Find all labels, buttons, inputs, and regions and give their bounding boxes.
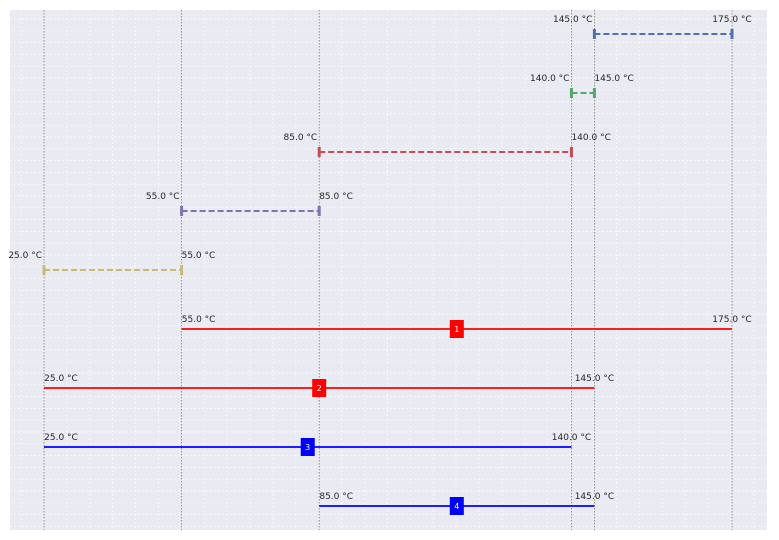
- solid-interval: 85.0 °C 145.0 °C 4: [319, 492, 614, 515]
- interval-endpoint-label: 175.0 °C: [712, 15, 751, 25]
- interval-endpoint-label: 25.0 °C: [44, 433, 78, 443]
- interval-endpoint-label: 140.0 °C: [552, 433, 591, 443]
- interval-id-label: 4: [454, 502, 459, 511]
- interval-endpoint-label: 175.0 °C: [712, 315, 751, 325]
- interval-id-label: 3: [305, 443, 310, 452]
- interval-endpoint-label: 145.0 °C: [553, 15, 592, 25]
- interval-start-cap: [317, 147, 321, 157]
- dashed-interval: 145.0 °C 175.0 °C: [553, 15, 752, 39]
- interval-id-badge: [300, 438, 315, 456]
- interval-id-badge: [449, 320, 464, 338]
- interval-endpoint-label: 140.0 °C: [530, 74, 569, 84]
- solid-intervals: 55.0 °C 175.0 °C 1 25.0 °C 145.0 °C 2 25.0 °C 1…: [44, 315, 752, 515]
- interval-endpoint-label: 145.0 °C: [575, 492, 614, 502]
- interval-start-cap: [569, 88, 573, 98]
- plot-background: [10, 10, 767, 530]
- interval-id-badge: [312, 379, 327, 397]
- interval-start-cap: [592, 29, 596, 39]
- dashed-interval: 25.0 °C 55.0 °C: [8, 251, 215, 275]
- interval-endpoint-label: 145.0 °C: [575, 374, 614, 384]
- interval-endpoint-label: 55.0 °C: [146, 192, 180, 202]
- solid-interval: 25.0 °C 145.0 °C 2: [44, 374, 614, 397]
- interval-start-cap: [42, 265, 46, 275]
- interval-end-cap: [730, 29, 734, 39]
- solid-interval: 55.0 °C 175.0 °C 1: [181, 315, 752, 338]
- interval-end-cap: [569, 147, 573, 157]
- interval-endpoint-label: 140.0 °C: [571, 133, 610, 143]
- interval-endpoint-label: 85.0 °C: [319, 492, 353, 502]
- dashed-intervals: 145.0 °C 175.0 °C 140.0 °C 145.0 °C 85.0 °C 1…: [8, 15, 752, 275]
- interval-end-cap: [317, 206, 321, 216]
- dashed-interval: 55.0 °C 85.0 °C: [146, 192, 353, 216]
- interval-id-label: 1: [454, 325, 459, 334]
- interval-end-cap: [592, 88, 596, 98]
- interval-start-cap: [180, 206, 184, 216]
- interval-endpoint-label: 25.0 °C: [8, 251, 42, 261]
- interval-endpoint-label: 25.0 °C: [44, 374, 78, 384]
- dashed-interval: 85.0 °C 140.0 °C: [284, 133, 611, 157]
- interval-endpoint-label: 85.0 °C: [284, 133, 318, 143]
- reference-lines: [43, 10, 733, 530]
- solid-interval: 25.0 °C 140.0 °C 3: [44, 433, 591, 456]
- interval-id-badge: [449, 497, 464, 515]
- dashed-interval: 140.0 °C 145.0 °C: [530, 74, 634, 98]
- interval-id-label: 2: [317, 384, 322, 393]
- interval-end-cap: [180, 265, 184, 275]
- interval-endpoint-label: 145.0 °C: [594, 74, 633, 84]
- interval-endpoint-label: 85.0 °C: [319, 192, 353, 202]
- interval-endpoint-label: 55.0 °C: [182, 315, 216, 325]
- interval-endpoint-label: 55.0 °C: [182, 251, 216, 261]
